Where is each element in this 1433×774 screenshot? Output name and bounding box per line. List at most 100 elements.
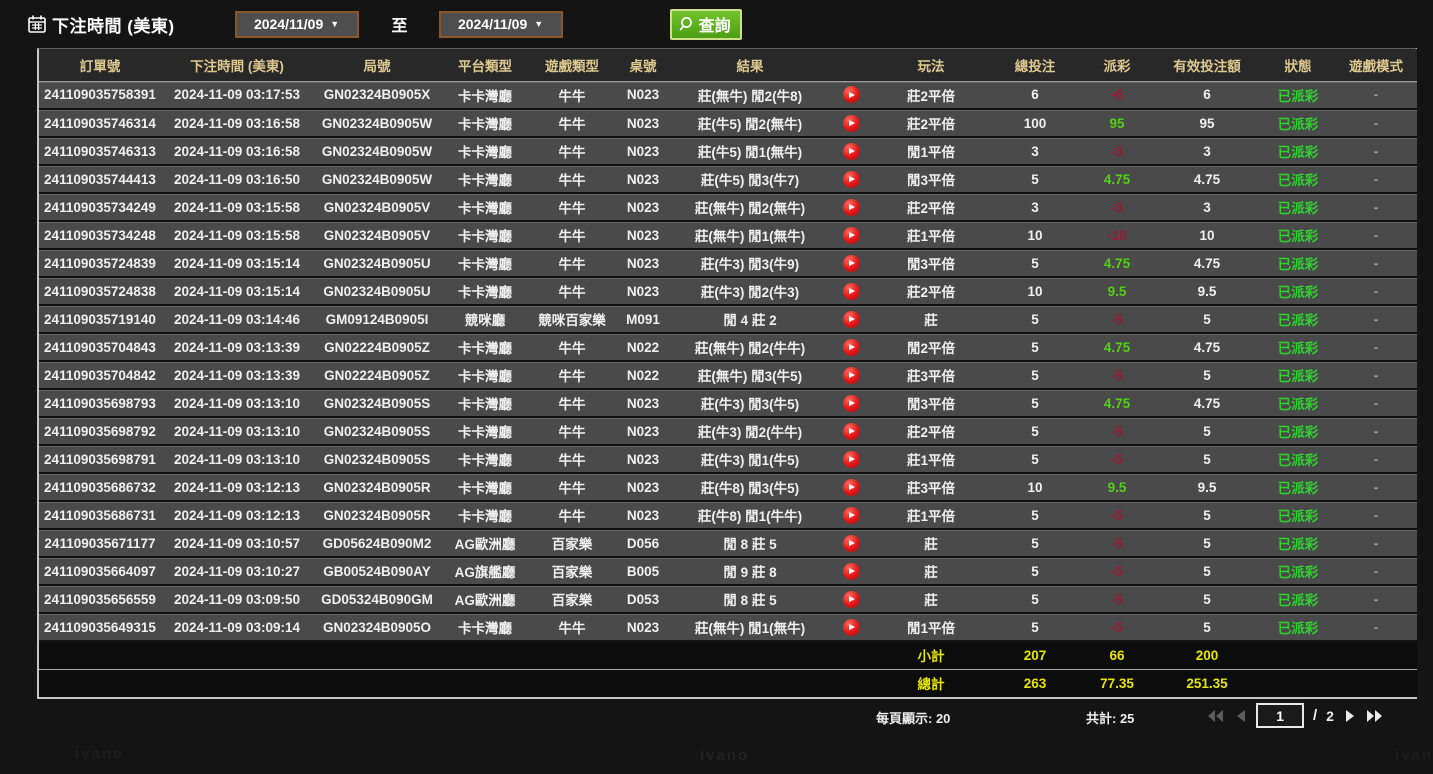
round-no: GN02324B0905S xyxy=(313,445,441,474)
prev-page-icon[interactable] xyxy=(1234,708,1247,724)
play-video-icon[interactable] xyxy=(842,254,860,272)
play-video-icon[interactable] xyxy=(842,310,860,328)
date-to-select[interactable]: 2024/11/09 ▼ xyxy=(438,10,563,38)
replay-cell xyxy=(829,81,873,110)
total-count-label: 共計: 25 xyxy=(1086,711,1135,726)
round-no: GN02224B0905Z xyxy=(313,333,441,362)
play-video-icon[interactable] xyxy=(842,114,860,132)
total-bet: 100 xyxy=(989,109,1081,138)
status: 已派彩 xyxy=(1261,277,1335,306)
table-row: 241109035671177 2024-11-09 03:10:57 GD0562… xyxy=(39,529,1417,558)
order-no: 241109035698791 xyxy=(39,445,161,474)
status: 已派彩 xyxy=(1261,445,1335,474)
pagination-bar: 每頁顯示: 20 共計: 25 1 / 2 xyxy=(0,699,1433,732)
play-video-icon[interactable] xyxy=(842,422,860,440)
round-no: GN02324B0905W xyxy=(313,109,441,138)
payout: 9.5 xyxy=(1081,277,1153,306)
play-video-icon[interactable] xyxy=(842,338,860,356)
table-no: D056 xyxy=(615,529,671,558)
col-total-bet: 總投注 xyxy=(989,49,1081,82)
play-video-icon[interactable] xyxy=(842,282,860,300)
bet-time: 2024-11-09 03:10:57 xyxy=(161,529,313,558)
status: 已派彩 xyxy=(1261,529,1335,558)
play-video-icon[interactable] xyxy=(842,394,860,412)
play-video-icon[interactable] xyxy=(842,534,860,552)
play-video-icon[interactable] xyxy=(842,618,860,636)
play-video-icon[interactable] xyxy=(842,226,860,244)
valid-bet: 3 xyxy=(1153,193,1261,222)
play-video-icon[interactable] xyxy=(842,198,860,216)
play-type: 莊1平倍 xyxy=(873,501,989,530)
play-type: 莊2平倍 xyxy=(873,109,989,138)
date-from-select[interactable]: 2024/11/09 ▼ xyxy=(234,10,359,38)
total-bet: 5 xyxy=(989,305,1081,334)
table-row: 241109035734249 2024-11-09 03:15:58 GN0232… xyxy=(39,193,1417,222)
search-button[interactable]: 查詢 xyxy=(669,8,742,40)
result: 莊(牛3) 閒3(牛9) xyxy=(671,249,829,278)
subtotal-bet: 207 xyxy=(989,640,1081,669)
result: 莊(牛8) 閒3(牛5) xyxy=(671,473,829,502)
col-replay xyxy=(829,49,873,82)
game-mode: - xyxy=(1335,445,1417,474)
payout: -5 xyxy=(1081,305,1153,334)
result: 閒 8 莊 5 xyxy=(671,585,829,614)
table-row: 241109035724839 2024-11-09 03:15:14 GN0232… xyxy=(39,249,1417,278)
play-type: 閒1平倍 xyxy=(873,613,989,642)
valid-bet: 9.5 xyxy=(1153,473,1261,502)
play-video-icon[interactable] xyxy=(842,142,860,160)
game-type: 牛牛 xyxy=(529,473,615,502)
result: 莊(牛3) 閒2(牛牛) xyxy=(671,417,829,446)
table-no: N023 xyxy=(615,389,671,418)
play-video-icon[interactable] xyxy=(842,450,860,468)
play-type: 閒3平倍 xyxy=(873,165,989,194)
play-video-icon[interactable] xyxy=(842,562,860,580)
play-video-icon[interactable] xyxy=(842,86,860,104)
page-title: 下注時間 (美東) xyxy=(52,16,175,36)
result: 莊(牛5) 閒3(牛7) xyxy=(671,165,829,194)
page-separator: / xyxy=(1313,707,1318,724)
table-no: N023 xyxy=(615,445,671,474)
table-row: 241109035704843 2024-11-09 03:13:39 GN0222… xyxy=(39,333,1417,362)
replay-cell xyxy=(829,221,873,250)
game-type: 牛牛 xyxy=(529,417,615,446)
result: 莊(牛5) 閒2(無牛) xyxy=(671,109,829,138)
table-no: N023 xyxy=(615,221,671,250)
result: 莊(無牛) 閒1(無牛) xyxy=(671,221,829,250)
bet-time: 2024-11-09 03:10:27 xyxy=(161,557,313,586)
play-video-icon[interactable] xyxy=(842,170,860,188)
order-no: 241109035744413 xyxy=(39,165,161,194)
status: 已派彩 xyxy=(1261,165,1335,194)
platform: 卡卡灣廳 xyxy=(441,137,529,166)
platform: 卡卡灣廳 xyxy=(441,333,529,362)
table-row: 241109035724838 2024-11-09 03:15:14 GN0232… xyxy=(39,277,1417,306)
order-no: 241109035671177 xyxy=(39,529,161,558)
payout: 4.75 xyxy=(1081,249,1153,278)
table-no: N023 xyxy=(615,165,671,194)
replay-cell xyxy=(829,585,873,614)
total-bet: 10 xyxy=(989,221,1081,250)
page-input[interactable]: 1 xyxy=(1256,703,1304,728)
bet-time: 2024-11-09 03:13:39 xyxy=(161,333,313,362)
col-game-mode: 遊戲模式 xyxy=(1335,49,1417,82)
play-video-icon[interactable] xyxy=(842,506,860,524)
status: 已派彩 xyxy=(1261,501,1335,530)
status: 已派彩 xyxy=(1261,333,1335,362)
round-no: GB00524B090AY xyxy=(313,557,441,586)
result: 閒 9 莊 8 xyxy=(671,557,829,586)
total-bet: 5 xyxy=(989,333,1081,362)
game-mode: - xyxy=(1335,221,1417,250)
game-type: 牛牛 xyxy=(529,445,615,474)
round-no: GN02324B0905R xyxy=(313,473,441,502)
replay-cell xyxy=(829,249,873,278)
next-page-icon[interactable] xyxy=(1343,708,1356,724)
order-no: 241109035758391 xyxy=(39,81,161,110)
first-page-icon[interactable] xyxy=(1206,708,1225,724)
order-no: 241109035698793 xyxy=(39,389,161,418)
play-video-icon[interactable] xyxy=(842,366,860,384)
play-video-icon[interactable] xyxy=(842,478,860,496)
play-type: 莊1平倍 xyxy=(873,445,989,474)
valid-bet: 5 xyxy=(1153,361,1261,390)
last-page-icon[interactable] xyxy=(1365,708,1384,724)
play-video-icon[interactable] xyxy=(842,590,860,608)
game-type: 牛牛 xyxy=(529,361,615,390)
